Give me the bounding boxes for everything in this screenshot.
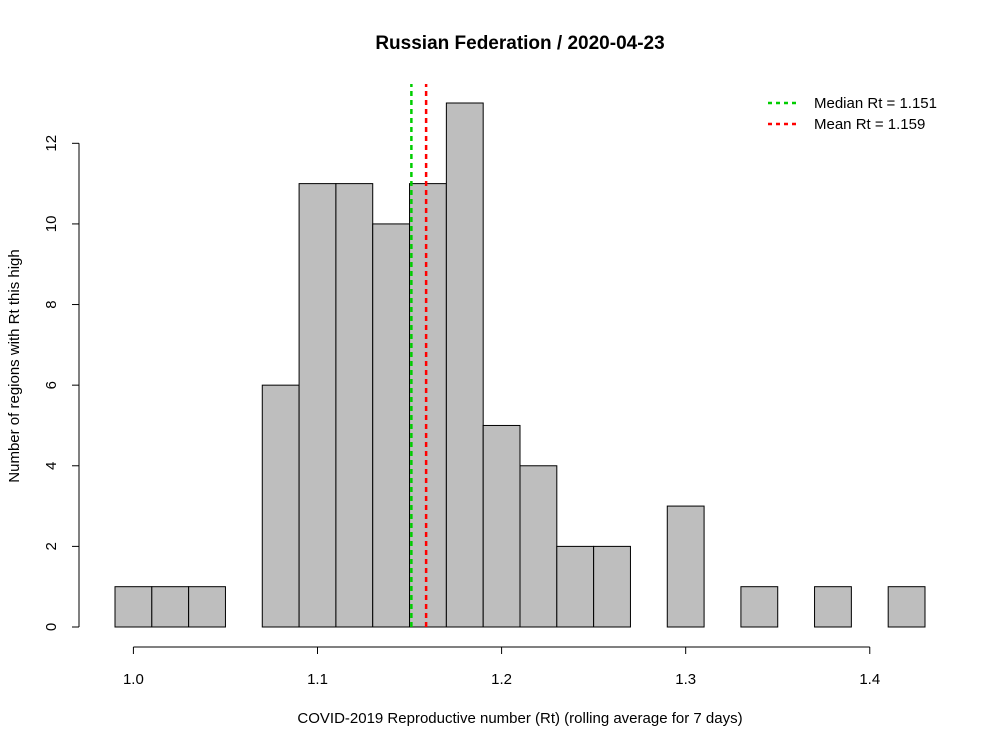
y-tick-label: 0 — [43, 623, 60, 631]
x-axis-label: COVID-2019 Reproductive number (Rt) (rol… — [297, 710, 742, 727]
histogram-bar — [261, 384, 300, 628]
y-axis-label: Number of regions with Rt this high — [6, 249, 23, 482]
x-axis: 1.0 1.1 1.2 1.3 1.4 — [123, 646, 880, 688]
histogram-bar — [298, 183, 337, 628]
histogram-bar — [740, 586, 779, 628]
histogram-bar — [482, 424, 521, 628]
histogram-bar — [666, 505, 705, 628]
histogram-bar — [151, 586, 190, 628]
bars-group — [114, 102, 926, 628]
histogram-bar — [445, 102, 484, 628]
x-tick-label: 1.1 — [307, 671, 328, 688]
y-tick-label: 8 — [43, 300, 60, 308]
histogram-bar — [114, 586, 153, 628]
y-axis: 0 2 4 6 8 10 12 — [43, 135, 80, 631]
legend: Median Rt = 1.151 Mean Rt = 1.159 — [768, 95, 937, 133]
histogram-bar — [372, 223, 411, 628]
histogram-bar — [519, 465, 558, 628]
histogram-bar — [814, 586, 852, 628]
legend-label: Mean Rt = 1.159 — [814, 116, 925, 133]
histogram-bar — [335, 183, 374, 628]
y-tick-label: 12 — [43, 135, 60, 152]
histogram-bar — [887, 586, 926, 628]
histogram-bar — [556, 545, 595, 628]
y-tick-label: 6 — [43, 381, 60, 389]
y-tick-label: 2 — [43, 542, 60, 550]
histogram-bar — [188, 586, 226, 628]
y-tick-label: 10 — [43, 216, 60, 233]
reference-lines-group — [410, 84, 428, 627]
x-tick-label: 1.3 — [675, 671, 696, 688]
y-tick-label: 4 — [43, 462, 60, 470]
x-tick-label: 1.0 — [123, 671, 144, 688]
histogram-bar — [409, 183, 447, 628]
histogram-bar — [593, 545, 631, 628]
x-tick-label: 1.2 — [491, 671, 512, 688]
x-tick-label: 1.4 — [859, 671, 880, 688]
legend-label: Median Rt = 1.151 — [814, 95, 937, 112]
chart-title: Russian Federation / 2020-04-23 — [375, 33, 664, 54]
